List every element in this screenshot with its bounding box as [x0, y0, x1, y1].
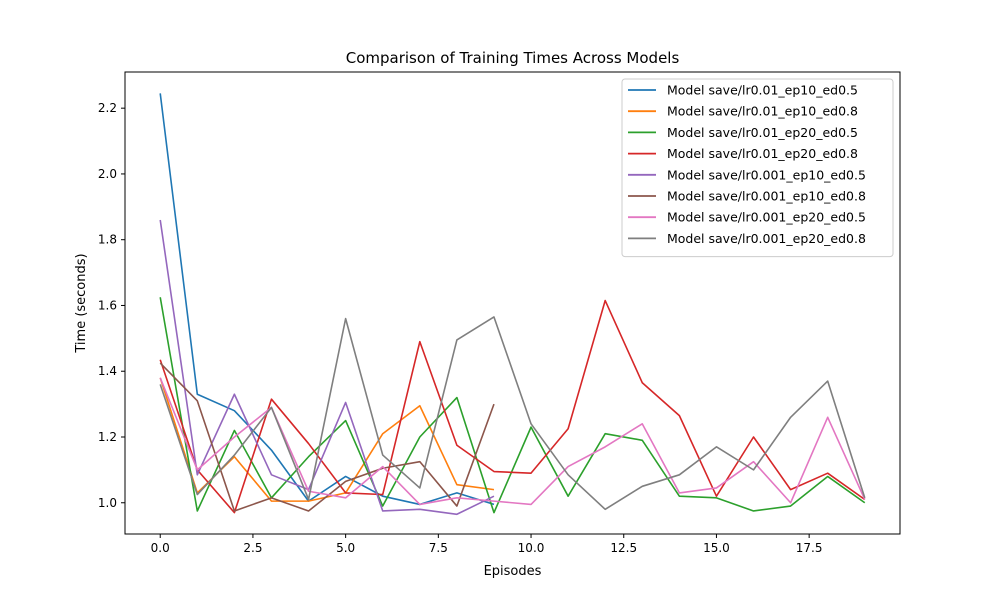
y-tick-label: 1.8 — [98, 233, 117, 247]
legend: Model save/lr0.01_ep10_ed0.5 Model save/l… — [621, 78, 894, 258]
x-tick-label: 5.0 — [336, 541, 355, 555]
legend-label-2: Model save/lr0.01_ep10_ed0.8 — [667, 104, 858, 119]
series-line-1 — [159, 93, 495, 506]
legend-label-3: Model save/lr0.01_ep20_ed0.5 — [667, 125, 858, 140]
plot-area — [124, 71, 901, 535]
y-tick-label: 2.0 — [98, 167, 117, 181]
series-line-8 — [159, 316, 866, 511]
x-tick-label: 10.0 — [518, 541, 545, 555]
plot-frame — [124, 71, 901, 535]
y-tick-label: 1.2 — [98, 430, 117, 444]
legend-label-7: Model save/lr0.001_ep20_ed0.5 — [667, 210, 866, 225]
legend-label-4: Model save/lr0.01_ep20_ed0.8 — [667, 146, 858, 161]
legend-label-1: Model save/lr0.01_ep10_ed0.5 — [667, 83, 858, 98]
x-tick-label: 12.5 — [610, 541, 637, 555]
x-axis: 0.0 2.5 5.0 7.5 10.0 12.5 15.0 17.5 — [151, 534, 823, 555]
series-line-3 — [159, 297, 866, 514]
y-tick-label: 2.2 — [98, 101, 117, 115]
chart-title: Comparison of Training Times Across Mode… — [346, 49, 680, 67]
x-tick-label: 0.0 — [151, 541, 170, 555]
y-tick-label: 1.4 — [98, 364, 117, 378]
series-group — [159, 93, 866, 516]
legend-label-5: Model save/lr0.001_ep10_ed0.5 — [667, 167, 866, 182]
series-line-4 — [159, 299, 866, 514]
legend-label-8: Model save/lr0.001_ep20_ed0.8 — [667, 231, 866, 246]
series-line-5 — [159, 219, 495, 516]
x-tick-label: 17.5 — [796, 541, 823, 555]
legend-label-6: Model save/lr0.001_ep10_ed0.8 — [667, 189, 866, 204]
x-tick-label: 7.5 — [429, 541, 448, 555]
x-axis-label: Episodes — [484, 564, 542, 579]
y-tick-label: 1.6 — [98, 298, 117, 312]
legend-box — [621, 78, 894, 258]
x-tick-label: 2.5 — [243, 541, 262, 555]
x-tick-label: 15.0 — [703, 541, 730, 555]
y-axis: 1.0 1.2 1.4 1.6 1.8 2.0 2.2 — [98, 101, 125, 510]
y-axis-label: Time (seconds) — [74, 253, 89, 353]
y-tick-label: 1.0 — [98, 496, 117, 510]
series-line-6 — [159, 362, 495, 512]
